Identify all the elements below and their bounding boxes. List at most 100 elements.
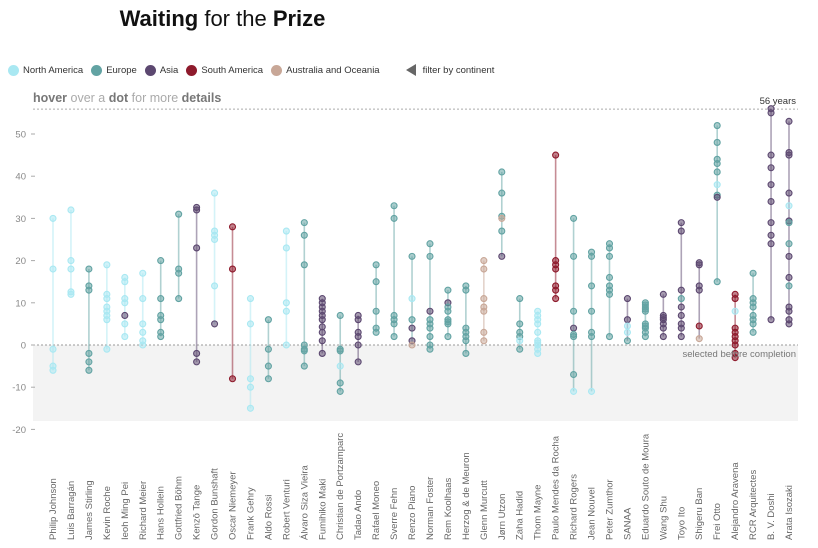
data-dot[interactable] xyxy=(785,117,793,125)
data-dot[interactable] xyxy=(480,265,488,273)
data-dot[interactable] xyxy=(318,337,326,345)
data-dot[interactable] xyxy=(372,261,380,269)
data-dot[interactable] xyxy=(246,404,255,412)
data-dot[interactable] xyxy=(157,316,165,324)
data-dot[interactable] xyxy=(318,316,326,324)
data-dot[interactable] xyxy=(426,252,434,260)
data-dot[interactable] xyxy=(623,295,631,303)
data-dot[interactable] xyxy=(767,197,775,206)
data-dot[interactable] xyxy=(570,214,578,222)
data-dot[interactable] xyxy=(336,362,344,370)
legend-item-north-america[interactable]: North America xyxy=(8,64,83,76)
data-dot[interactable] xyxy=(157,257,165,265)
data-dot[interactable] xyxy=(605,290,614,298)
data-dot[interactable] xyxy=(300,219,308,227)
data-dot[interactable] xyxy=(246,320,255,328)
data-dot[interactable] xyxy=(390,333,398,341)
legend-item-australia-oceania[interactable]: Australia and Oceania xyxy=(271,64,380,76)
data-dot[interactable] xyxy=(767,240,775,248)
data-dot[interactable] xyxy=(731,341,739,349)
data-dot[interactable] xyxy=(282,307,290,315)
data-dot[interactable] xyxy=(300,231,308,239)
data-dot[interactable] xyxy=(282,244,290,252)
data-dot[interactable] xyxy=(516,337,524,345)
data-dot[interactable] xyxy=(390,202,398,210)
data-dot[interactable] xyxy=(659,290,667,298)
data-dot[interactable] xyxy=(785,252,793,260)
data-dot[interactable] xyxy=(767,181,775,189)
data-dot[interactable] xyxy=(372,307,380,315)
data-dot[interactable] xyxy=(228,223,237,231)
data-dot[interactable] xyxy=(444,286,452,294)
data-dot[interactable] xyxy=(677,333,685,341)
data-dot[interactable] xyxy=(713,122,721,130)
data-dot[interactable] xyxy=(300,261,308,269)
data-dot[interactable] xyxy=(785,282,793,290)
data-dot[interactable] xyxy=(139,328,147,336)
data-dot[interactable] xyxy=(659,324,667,332)
data-dot[interactable] xyxy=(587,307,596,315)
data-dot[interactable] xyxy=(570,252,578,260)
data-dot[interactable] xyxy=(552,265,560,273)
data-dot[interactable] xyxy=(767,109,775,117)
data-dot[interactable] xyxy=(444,320,452,328)
data-dot[interactable] xyxy=(390,320,398,328)
data-dot[interactable] xyxy=(570,324,578,332)
data-dot[interactable] xyxy=(570,370,578,379)
data-dot[interactable] xyxy=(121,333,129,341)
legend-item-asia[interactable]: Asia xyxy=(144,64,178,76)
data-dot[interactable] xyxy=(677,219,685,227)
data-dot[interactable] xyxy=(175,210,183,218)
data-dot[interactable] xyxy=(121,278,129,286)
data-dot[interactable] xyxy=(390,214,398,222)
data-dot[interactable] xyxy=(85,286,93,294)
data-dot[interactable] xyxy=(444,333,452,341)
data-dot[interactable] xyxy=(785,219,793,227)
data-dot[interactable] xyxy=(623,337,631,345)
data-dot[interactable] xyxy=(516,320,524,328)
data-dot[interactable] xyxy=(426,307,434,315)
data-dot[interactable] xyxy=(641,307,649,315)
data-dot[interactable] xyxy=(605,273,614,282)
data-dot[interactable] xyxy=(713,159,721,168)
data-dot[interactable] xyxy=(408,252,416,260)
data-dot[interactable] xyxy=(85,358,93,366)
data-dot[interactable] xyxy=(85,349,93,357)
data-dot[interactable] xyxy=(587,333,596,341)
data-dot[interactable] xyxy=(175,295,183,303)
data-dot[interactable] xyxy=(570,333,578,341)
data-dot[interactable] xyxy=(767,164,775,172)
data-dot[interactable] xyxy=(767,316,775,324)
data-dot[interactable] xyxy=(49,265,57,273)
data-dot[interactable] xyxy=(85,366,93,374)
data-dot[interactable] xyxy=(67,206,75,214)
data-dot[interactable] xyxy=(623,328,631,336)
data-dot[interactable] xyxy=(552,151,560,159)
data-dot[interactable] xyxy=(713,181,721,189)
data-dot[interactable] xyxy=(426,324,434,332)
data-dot[interactable] xyxy=(211,235,219,244)
data-dot[interactable] xyxy=(103,261,111,269)
data-dot[interactable] xyxy=(498,252,506,260)
data-dot[interactable] xyxy=(695,286,703,294)
data-dot[interactable] xyxy=(354,341,362,349)
data-dot[interactable] xyxy=(85,265,93,273)
data-dot[interactable] xyxy=(462,337,470,345)
data-dot[interactable] xyxy=(605,244,614,252)
data-dot[interactable] xyxy=(49,366,57,374)
data-dot[interactable] xyxy=(659,333,667,341)
data-dot[interactable] xyxy=(641,333,649,341)
data-dot[interactable] xyxy=(552,295,560,303)
data-dot[interactable] xyxy=(749,269,757,277)
data-dot[interactable] xyxy=(713,193,721,201)
data-dot[interactable] xyxy=(193,349,201,357)
data-dot[interactable] xyxy=(408,295,416,303)
data-dot[interactable] xyxy=(749,320,757,328)
data-dot[interactable] xyxy=(121,320,129,328)
data-dot[interactable] xyxy=(228,375,237,383)
data-dot[interactable] xyxy=(785,189,793,197)
data-dot[interactable] xyxy=(264,345,272,353)
data-dot[interactable] xyxy=(336,311,344,320)
data-dot[interactable] xyxy=(677,286,685,294)
data-dot[interactable] xyxy=(354,358,362,366)
